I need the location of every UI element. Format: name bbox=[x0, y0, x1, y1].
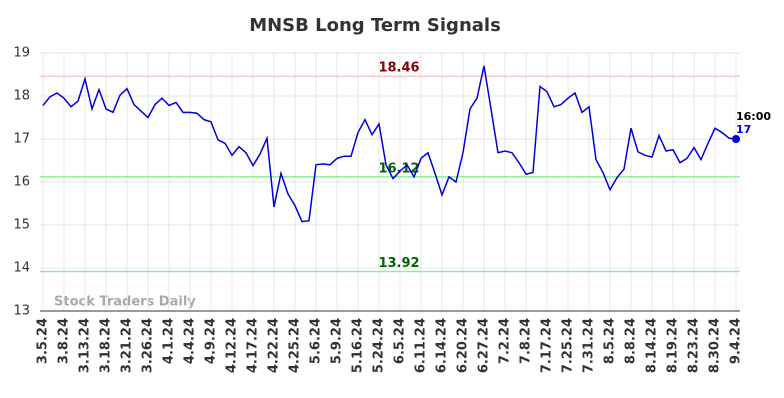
y-tick-label: 18 bbox=[13, 89, 30, 104]
last-value: 17 bbox=[736, 123, 751, 136]
x-tick-label: 7.25.24 bbox=[561, 318, 576, 373]
x-tick-label: 5.6.24 bbox=[309, 318, 324, 364]
x-tick-label: 6.14.24 bbox=[435, 318, 450, 373]
x-tick-label: 7.31.24 bbox=[582, 318, 597, 373]
y-tick-label: 17 bbox=[13, 132, 30, 147]
x-tick-label: 8.23.24 bbox=[687, 318, 702, 373]
x-tick-label: 3.26.24 bbox=[141, 318, 156, 373]
x-tick-label: 6.20.24 bbox=[456, 318, 471, 373]
x-tick-label: 5.24.24 bbox=[372, 318, 387, 373]
x-tick-label: 8.30.24 bbox=[708, 318, 723, 373]
x-tick-label: 3.18.24 bbox=[99, 318, 114, 373]
x-tick-label: 8.8.24 bbox=[624, 318, 639, 364]
chart-title: MNSB Long Term Signals bbox=[249, 15, 501, 36]
y-tick-label: 19 bbox=[13, 46, 30, 61]
x-tick-label: 8.5.24 bbox=[603, 318, 618, 364]
x-tick-label: 4.1.24 bbox=[162, 318, 177, 364]
y-tick-label: 13 bbox=[13, 304, 30, 319]
x-tick-label: 3.21.24 bbox=[120, 318, 135, 373]
y-tick-label: 15 bbox=[13, 218, 30, 233]
x-tick-label: 4.9.24 bbox=[204, 318, 219, 364]
x-tick-label: 5.16.24 bbox=[351, 318, 366, 373]
x-tick-label: 4.22.24 bbox=[267, 318, 282, 373]
x-tick-label: 5.9.24 bbox=[330, 318, 345, 364]
x-tick-label: 9.4.24 bbox=[729, 318, 744, 364]
x-tick-label: 3.13.24 bbox=[78, 318, 93, 373]
last-time: 16:00 bbox=[736, 110, 771, 123]
x-tick-label: 3.8.24 bbox=[57, 318, 72, 364]
x-tick-label: 4.25.24 bbox=[288, 318, 303, 373]
signal-label: 16.12 bbox=[378, 161, 419, 176]
x-tick-label: 7.8.24 bbox=[519, 318, 534, 364]
last-point bbox=[732, 135, 740, 143]
x-tick-label: 4.4.24 bbox=[183, 318, 198, 364]
x-tick-label: 8.14.24 bbox=[645, 318, 660, 373]
x-tick-label: 4.17.24 bbox=[246, 318, 261, 373]
x-tick-label: 6.5.24 bbox=[393, 318, 408, 364]
x-tick-label: 6.11.24 bbox=[414, 318, 429, 373]
watermark: Stock Traders Daily bbox=[54, 295, 196, 310]
y-tick-label: 14 bbox=[13, 261, 30, 276]
signal-label: 13.92 bbox=[378, 256, 419, 271]
x-tick-label: 3.5.24 bbox=[36, 318, 51, 364]
price-line bbox=[42, 65, 737, 223]
x-tick-label: 6.27.24 bbox=[477, 318, 492, 373]
x-tick-label: 8.19.24 bbox=[666, 318, 681, 373]
y-tick-label: 16 bbox=[13, 175, 30, 190]
x-tick-label: 7.2.24 bbox=[498, 318, 513, 364]
signal-label: 18.46 bbox=[378, 61, 419, 76]
x-tick-label: 4.12.24 bbox=[225, 318, 240, 373]
x-tick-label: 7.17.24 bbox=[540, 318, 555, 373]
